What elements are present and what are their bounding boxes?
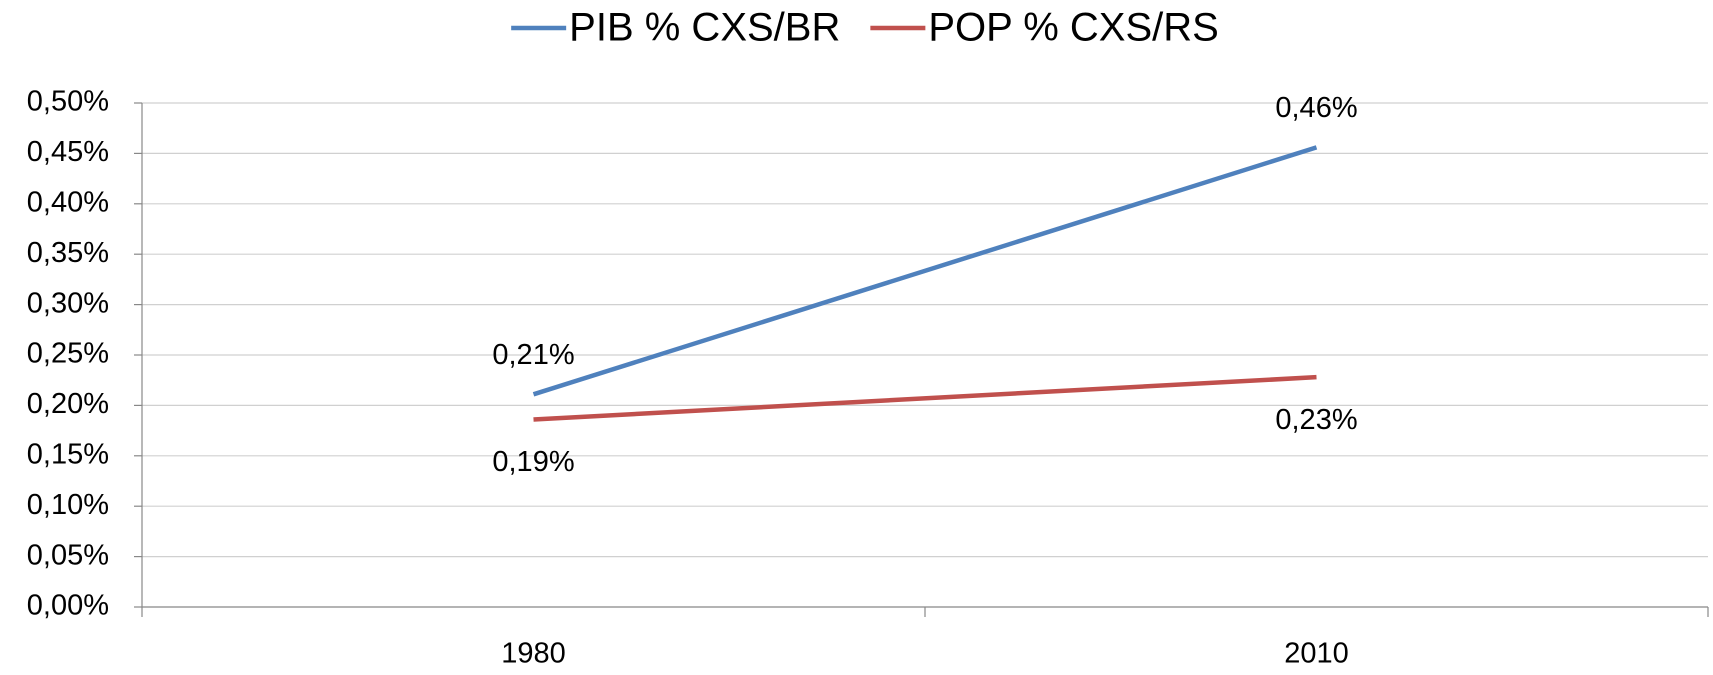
y-tick-label: 0,40% <box>27 186 109 218</box>
legend-label: POP % CXS/RS <box>928 6 1218 50</box>
legend: PIB % CXS/BR POP % CXS/RS <box>511 6 1219 50</box>
y-tick-label: 0,05% <box>27 539 109 571</box>
y-tick-label: 0,20% <box>27 388 109 420</box>
y-tick-label: 0,15% <box>27 438 109 470</box>
y-tick-label: 0,50% <box>27 86 109 118</box>
y-tick-label: 0,10% <box>27 489 109 521</box>
series-line <box>532 145 1318 397</box>
y-tick-label: 0,00% <box>27 590 109 622</box>
y-tick-label: 0,25% <box>27 338 109 370</box>
y-tick-label: 0,45% <box>27 136 109 168</box>
data-label: 0,46% <box>1275 92 1357 124</box>
x-tick-label: 2010 <box>1284 638 1349 670</box>
data-label: 0,23% <box>1275 404 1357 436</box>
y-tick-label: 0,35% <box>27 237 109 269</box>
legend-label: PIB % CXS/BR <box>569 6 840 50</box>
y-tick-label: 0,30% <box>27 287 109 319</box>
data-label: 0,19% <box>492 446 574 478</box>
data-label: 0,21% <box>492 339 574 371</box>
series-line <box>533 374 1317 422</box>
x-tick-label: 1980 <box>501 638 566 670</box>
